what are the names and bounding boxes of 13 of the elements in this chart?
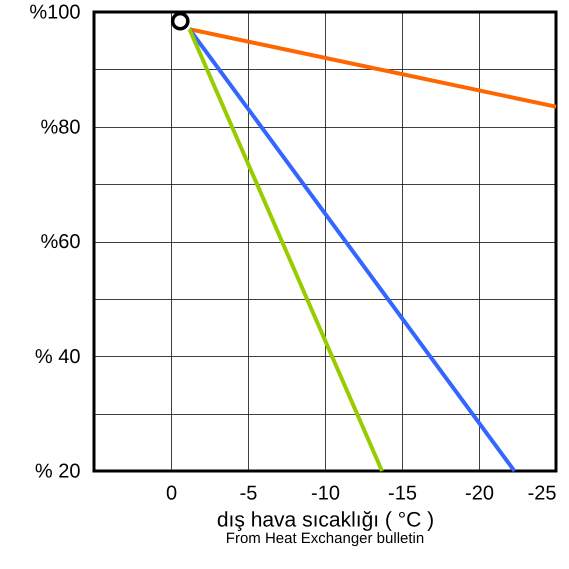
x-tick-label: -20: [465, 482, 494, 504]
y-tick-label: %80: [40, 116, 80, 138]
y-tick-label: %100: [29, 2, 80, 24]
text: From Heat Exchanger bulletin: [226, 530, 424, 547]
y-tick-label: %60: [40, 231, 80, 253]
x-tick-label: -5: [240, 482, 258, 504]
x-tick-label: -10: [311, 482, 340, 504]
x-tick-label: -25: [528, 482, 556, 504]
x-tick-label: -15: [388, 482, 417, 504]
x-tick-label: 0: [166, 482, 178, 504]
x-axis-title: dış hava sıcaklığı ( °C ): [216, 508, 434, 532]
y-tick-label: % 40: [34, 346, 80, 368]
y-tick-label: % 20: [34, 460, 80, 482]
